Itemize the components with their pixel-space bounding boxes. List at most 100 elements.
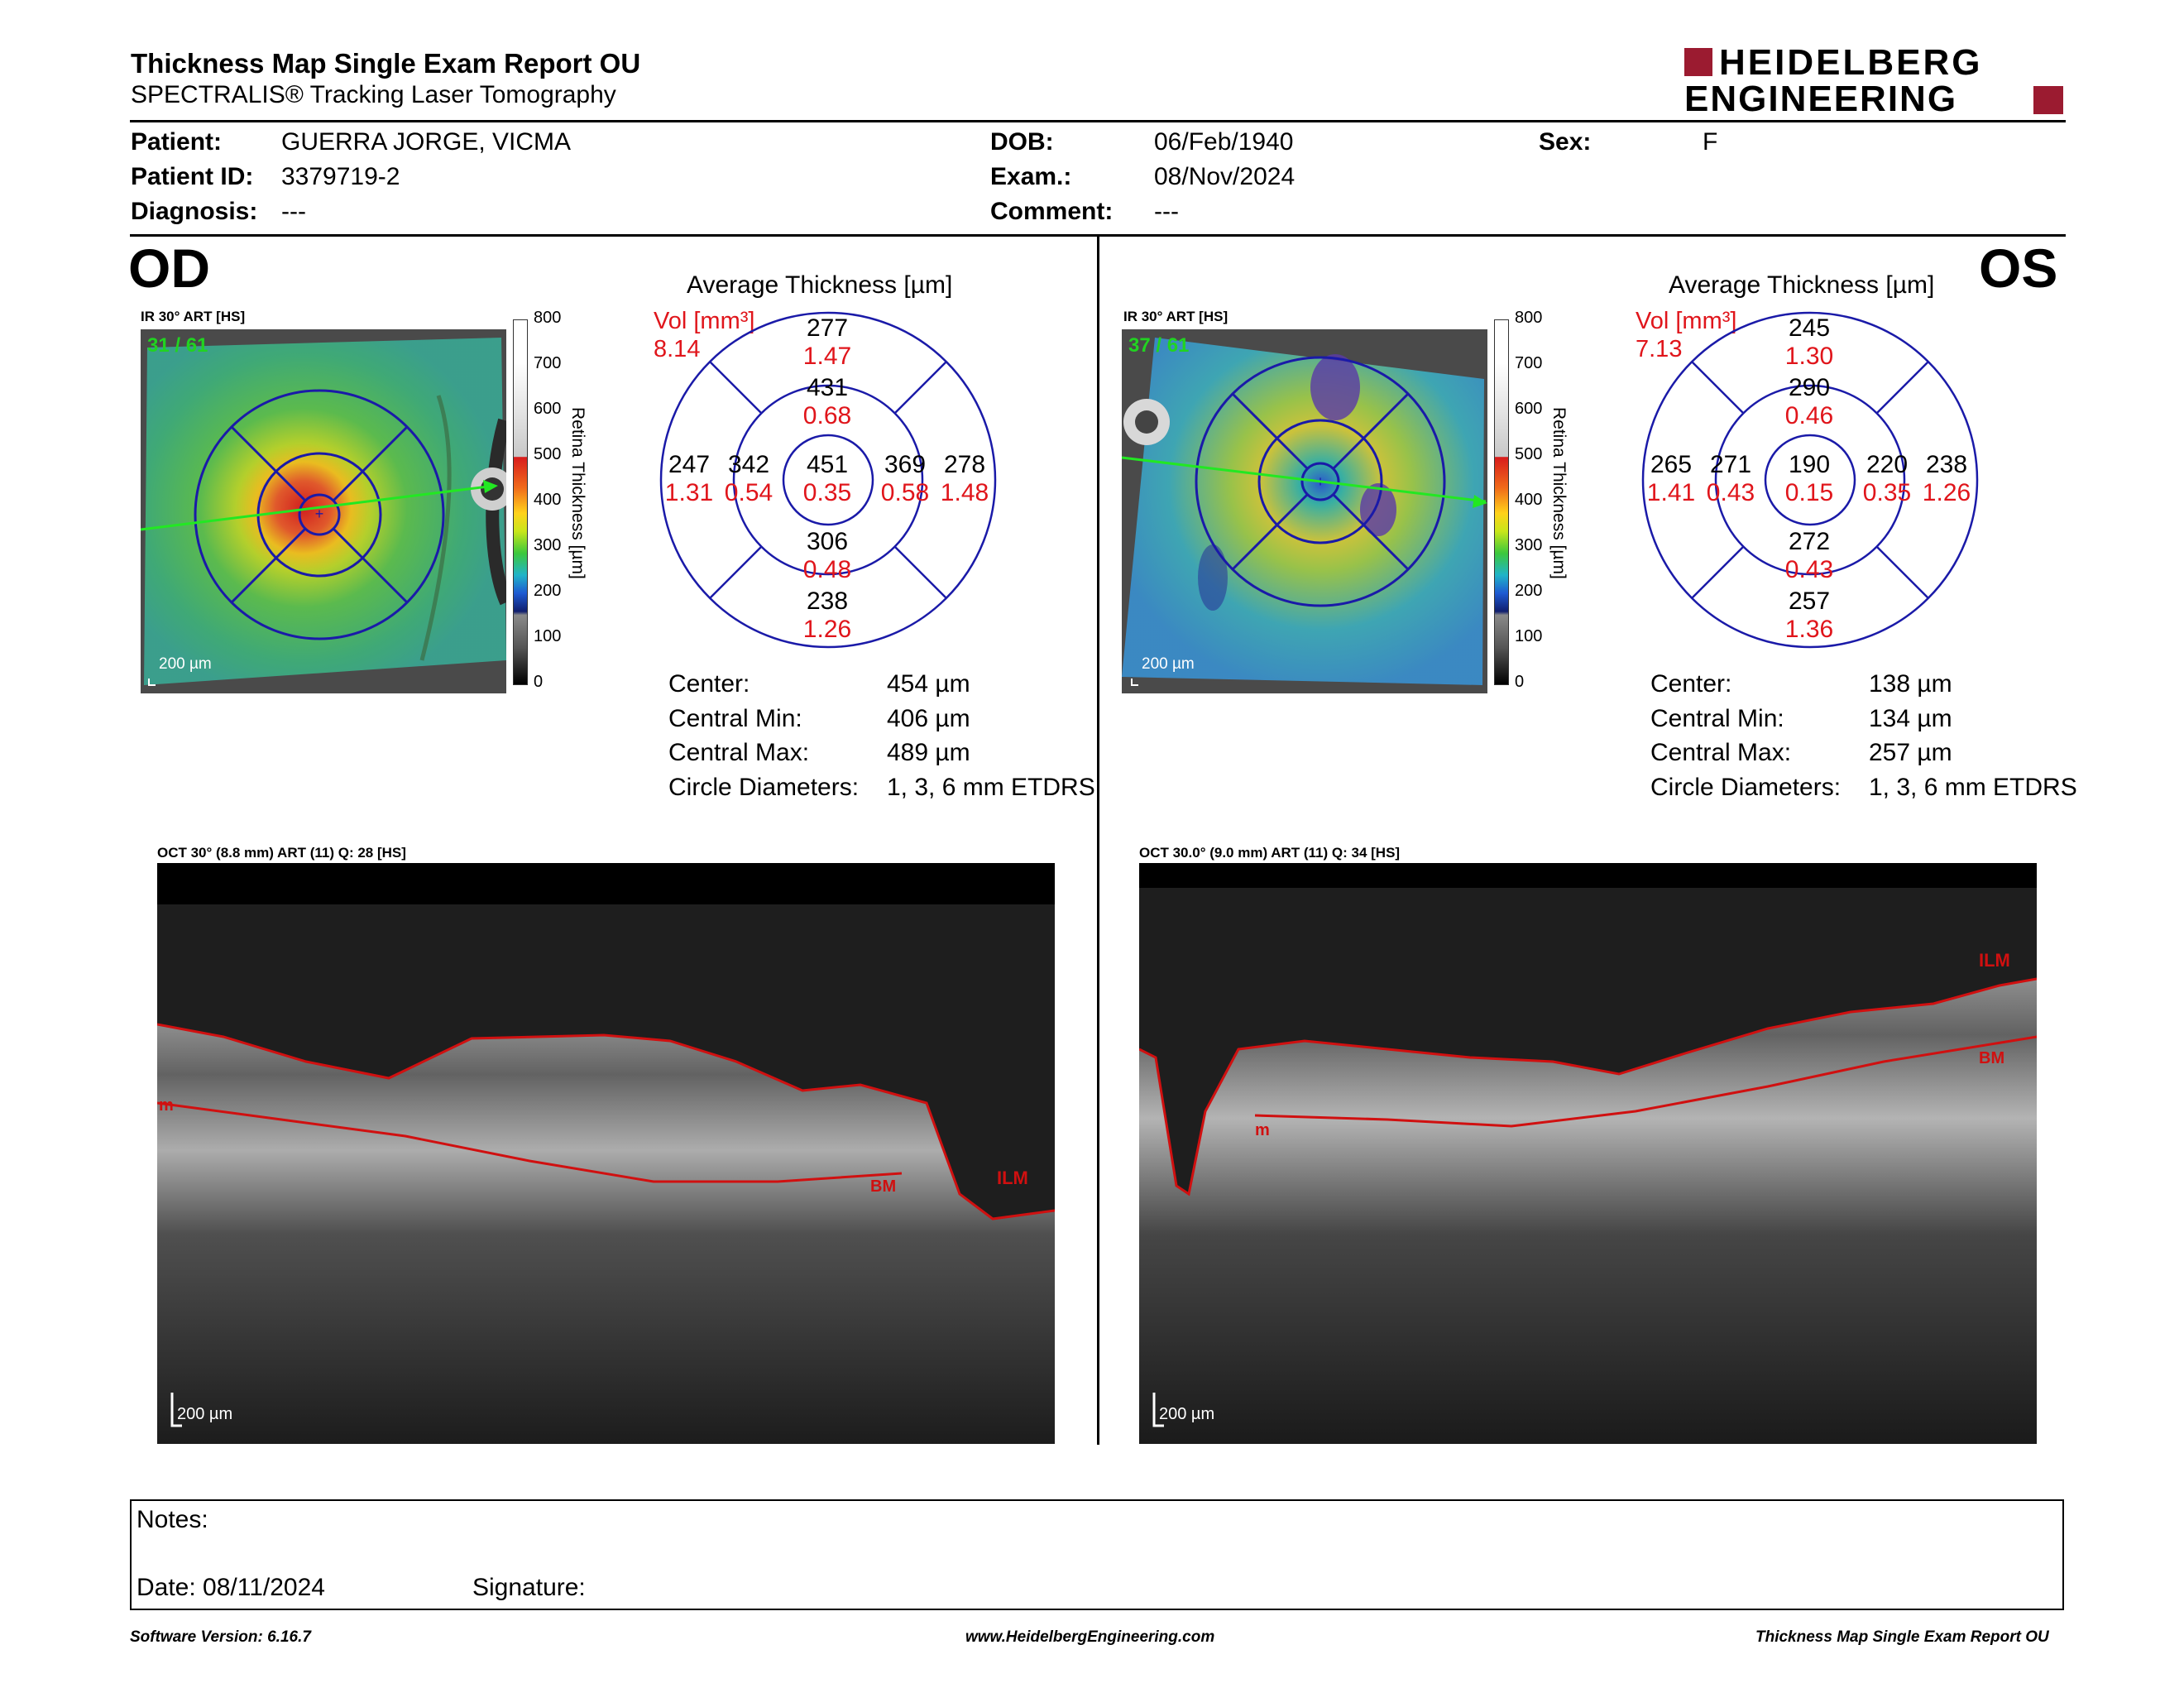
os-vol-label: Vol [mm³] — [1636, 308, 1737, 334]
od-outer-inf-thickness: 238 — [806, 587, 849, 615]
patient-value: GUERRA JORGE, VICMA — [281, 128, 572, 156]
od-inner-inf-volume: 0.48 — [802, 556, 852, 583]
od-tick-500: 500 — [534, 445, 562, 463]
od-inner-left-thickness: 342 — [727, 451, 770, 478]
os-tick-0: 0 — [1515, 673, 1525, 691]
os-map-label: IR 30° ART [HS] — [1123, 309, 1228, 324]
od-inner-right-thickness: 369 — [884, 451, 927, 478]
os-inner-sup-thickness: 290 — [1788, 374, 1831, 401]
notes-box[interactable]: Notes: Date: 08/11/2024 Signature: — [130, 1499, 2064, 1610]
od-map-label: IR 30° ART [HS] — [141, 309, 246, 324]
os-oct-label: OCT 30.0° (9.0 mm) ART (11) Q: 34 [HS] — [1139, 845, 1401, 861]
os-etdrs-grid — [1641, 311, 1979, 649]
exam-label: Exam.: — [990, 163, 1072, 190]
od-diam-label: Circle Diameters: — [668, 774, 860, 801]
os-avg-title: Average Thickness [µm] — [1669, 271, 1935, 299]
os-inner-sup-volume: 0.46 — [1784, 402, 1834, 429]
os-tick-100: 100 — [1515, 627, 1543, 645]
os-diam-label: Circle Diameters: — [1650, 774, 1842, 801]
od-eye-label: OD — [128, 237, 210, 299]
os-inner-right-thickness: 220 — [1866, 451, 1909, 478]
od-oct-ilm-tag: ILM — [997, 1168, 1028, 1188]
od-oct-bm-tag: BM — [870, 1177, 897, 1196]
os-outer-sup-thickness: 245 — [1788, 314, 1831, 342]
os-outer-sup-volume: 1.30 — [1784, 343, 1834, 370]
od-oct-scale: 200 µm — [177, 1405, 233, 1423]
os-center-thickness: 190 — [1788, 451, 1831, 478]
os-tick-300: 300 — [1515, 536, 1543, 554]
os-min-value: 134 µm — [1869, 705, 1952, 732]
os-tick-500: 500 — [1515, 445, 1543, 463]
od-outer-left-thickness: 247 — [668, 451, 711, 478]
od-thickness-map: + 31 / 61 200 µm — [141, 329, 506, 693]
os-inner-inf-volume: 0.43 — [1784, 556, 1834, 583]
os-oct-bm-tag: BM — [1979, 1049, 2005, 1067]
patient-id-value: 3379719-2 — [281, 163, 400, 190]
heidelberg-logo: HEIDELBERG ENGINEERING — [1684, 45, 2065, 117]
os-max-label: Central Max: — [1650, 739, 1792, 766]
sex-label: Sex: — [1539, 128, 1592, 156]
os-oct-left-tag: m — [1255, 1121, 1270, 1139]
os-eye-label: OS — [1979, 237, 2058, 299]
dob-label: DOB: — [990, 128, 1054, 156]
os-outer-left-thickness: 265 — [1650, 451, 1693, 478]
os-center-value: 138 µm — [1869, 670, 1952, 698]
os-inner-inf-thickness: 272 — [1788, 528, 1831, 555]
footer-software: Software Version: 6.16.7 — [130, 1628, 311, 1646]
os-center-volume: 0.15 — [1784, 479, 1834, 506]
os-outer-right-volume: 1.26 — [1922, 479, 1971, 506]
od-outer-right-thickness: 278 — [943, 451, 986, 478]
logo-line2: ENGINEERING — [1684, 79, 1958, 119]
od-oct-label: OCT 30° (8.8 mm) ART (11) Q: 28 [HS] — [157, 845, 406, 861]
patient-rule — [130, 234, 2066, 237]
od-oct-left-tag: m — [159, 1096, 174, 1115]
os-oct-bscan: m BM ILM 200 µm — [1139, 863, 2037, 1444]
os-outer-inf-thickness: 257 — [1788, 587, 1831, 615]
os-tick-800: 800 — [1515, 309, 1543, 327]
os-min-label: Central Min: — [1650, 705, 1784, 732]
os-inner-right-volume: 0.35 — [1862, 479, 1912, 506]
od-inner-sup-thickness: 431 — [806, 374, 849, 401]
od-oct-svg — [157, 904, 1055, 1444]
od-inner-sup-volume: 0.68 — [802, 402, 852, 429]
os-oct-svg — [1139, 888, 2037, 1444]
os-outer-inf-volume: 1.36 — [1784, 616, 1834, 643]
od-min-label: Central Min: — [668, 705, 802, 732]
os-max-value: 257 µm — [1869, 739, 1952, 766]
od-inner-right-volume: 0.58 — [880, 479, 930, 506]
od-vol-label: Vol [mm³] — [654, 308, 755, 334]
od-outer-right-volume: 1.48 — [940, 479, 989, 506]
od-oct-bscan: m BM ILM 200 µm — [157, 863, 1055, 1444]
od-colorbar-title: Retina Thickness [µm] — [568, 407, 587, 579]
od-outer-sup-thickness: 277 — [806, 314, 849, 342]
header-rule — [130, 120, 2066, 122]
footer-website[interactable]: www.HeidelbergEngineering.com — [965, 1628, 1215, 1646]
od-min-value: 406 µm — [887, 705, 970, 732]
od-colorbar — [513, 319, 528, 685]
od-max-label: Central Max: — [668, 739, 810, 766]
od-diam-value: 1, 3, 6 mm ETDRS — [887, 774, 1095, 801]
os-oct-scale: 200 µm — [1159, 1405, 1215, 1423]
signature-label: Signature: — [472, 1574, 586, 1601]
notes-label: Notes: — [136, 1506, 208, 1533]
od-map-scale: 200 µm — [159, 655, 212, 673]
comment-value: --- — [1154, 198, 1179, 225]
od-tick-400: 400 — [534, 491, 562, 509]
os-diam-value: 1, 3, 6 mm ETDRS — [1869, 774, 2077, 801]
os-vol-total: 7.13 — [1636, 336, 1683, 362]
os-tick-200: 200 — [1515, 582, 1543, 600]
report-title: Thickness Map Single Exam Report OU — [131, 48, 641, 79]
od-outer-inf-volume: 1.26 — [802, 616, 852, 643]
od-tick-200: 200 — [534, 582, 562, 600]
sex-value: F — [1703, 128, 1718, 156]
od-etdrs-grid — [659, 311, 997, 649]
od-avg-title: Average Thickness [µm] — [687, 271, 953, 299]
os-colorbar-title: Retina Thickness [µm] — [1549, 407, 1569, 579]
od-tick-300: 300 — [534, 536, 562, 554]
od-frame-counter: 31 / 61 — [147, 334, 208, 357]
od-center-value: 454 µm — [887, 670, 970, 698]
exam-value: 08/Nov/2024 — [1154, 163, 1296, 190]
os-tick-700: 700 — [1515, 354, 1543, 372]
od-tick-700: 700 — [534, 354, 562, 372]
od-tick-100: 100 — [534, 627, 562, 645]
